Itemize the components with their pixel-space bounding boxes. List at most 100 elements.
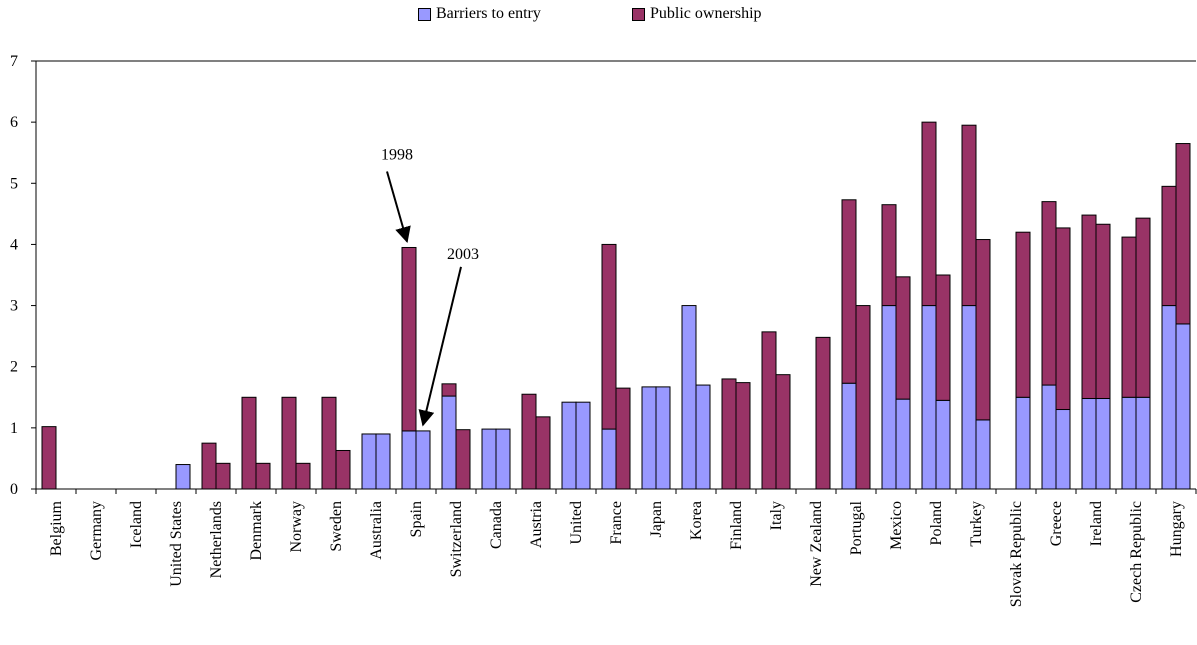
x-tick-label-netherlands: Netherlands [208, 501, 225, 578]
x-tick-label-germany: Germany [88, 501, 105, 561]
x-tick-label-new-zealand: New Zealand [808, 501, 825, 587]
x-tick-label-united: United [568, 501, 585, 545]
bar-barriers-1998-mexico [881, 305, 897, 490]
bar-barriers-2003-ireland [1095, 398, 1111, 490]
bar-public-1998-greece [1041, 201, 1057, 386]
x-tick-label-belgium: Belgium [48, 500, 65, 556]
y-tick-label: 1 [10, 420, 18, 437]
bar-public-2003-portugal [855, 305, 871, 490]
bar-barriers-1998-portugal [841, 382, 857, 490]
y-tick-label: 7 [10, 53, 18, 70]
bar-barriers-2003-australia [375, 433, 391, 490]
x-tick-label-turkey: Turkey [968, 501, 985, 547]
bar-barriers-1998-japan [641, 386, 657, 490]
legend-label-barriers: Barriers to entry [436, 5, 541, 22]
bar-public-1998-norway [281, 396, 297, 490]
legend-item-public: Public ownership [632, 5, 762, 23]
x-tick-label-czech-republic: Czech Republic [1128, 501, 1145, 603]
bar-public-2003-norway [295, 462, 311, 490]
bar-public-2003-ireland [1095, 223, 1111, 400]
x-tick-label-norway: Norway [288, 501, 305, 553]
bar-public-1998-sweden [321, 396, 337, 490]
x-tick-label-greece: Greece [1048, 501, 1065, 546]
y-tick-label: 6 [10, 114, 18, 131]
legend-item-barriers: Barriers to entry [418, 5, 541, 23]
bar-public-1998-poland [921, 121, 937, 307]
bar-public-1998-switzerland [441, 383, 457, 397]
x-tick-label-spain: Spain [408, 501, 425, 537]
bar-public-2003-netherlands [215, 462, 231, 490]
x-tick-label-korea: Korea [688, 501, 705, 540]
bar-public-1998-ireland [1081, 214, 1097, 400]
bar-public-1998-finland [721, 378, 737, 490]
x-tick-label-ireland: Ireland [1088, 501, 1105, 546]
bar-public-2003-new-zealand [815, 336, 831, 490]
bar-public-2003-poland [935, 274, 951, 401]
bar-barriers-2003-czech-republic [1135, 396, 1151, 490]
bar-public-2003-czech-republic [1135, 217, 1151, 398]
bar-barriers-1998-australia [361, 433, 377, 490]
bar-barriers-2003-canada [495, 428, 511, 490]
bar-public-1998-spain [401, 246, 417, 432]
legend: Barriers to entry Public ownership [0, 5, 1197, 27]
bar-barriers-1998-spain [401, 430, 417, 490]
bar-public-2003-denmark [255, 462, 271, 490]
bar-public-2003-france [615, 387, 631, 490]
bar-barriers-2003-slovak-republic [1015, 396, 1031, 490]
bar-public-1998-netherlands [201, 442, 217, 490]
bar-public-2003-greece [1055, 227, 1071, 411]
bar-barriers-1998-switzerland [441, 395, 457, 490]
bar-public-2003-italy [775, 374, 791, 490]
bar-public-2003-switzerland [455, 429, 471, 490]
bar-barriers-2003-greece [1055, 409, 1071, 490]
bar-barriers-1998-poland [921, 305, 937, 490]
x-tick-label-canada: Canada [488, 501, 505, 549]
bar-barriers-1998-turkey [961, 305, 977, 490]
bar-public-1998-mexico [881, 204, 897, 307]
bar-barriers-2003-united [575, 401, 591, 490]
y-tick-label: 0 [10, 481, 18, 498]
bar-public-1998-turkey [961, 124, 977, 307]
bar-barriers-2003-japan [655, 386, 671, 490]
annotation-label-2003: 2003 [447, 246, 479, 263]
bar-public-1998-france [601, 243, 617, 430]
bar-public-1998-italy [761, 331, 777, 490]
bar-barriers-1998-greece [1041, 384, 1057, 490]
bar-barriers-1998-korea [681, 305, 697, 490]
x-tick-label-austria: Austria [528, 501, 545, 548]
x-tick-label-hungary: Hungary [1168, 501, 1185, 557]
bar-public-1998-hungary [1161, 185, 1177, 307]
bar-barriers-1998-canada [481, 428, 497, 490]
bar-public-1998-czech-republic [1121, 236, 1137, 398]
bar-public-2003-slovak-republic [1015, 231, 1031, 398]
bar-public-2003-turkey [975, 239, 991, 421]
bar-barriers-2003-mexico [895, 398, 911, 490]
x-tick-label-switzerland: Switzerland [448, 501, 465, 577]
x-tick-label-iceland: Iceland [128, 501, 145, 548]
bar-barriers-2003-poland [935, 399, 951, 490]
x-tick-label-finland: Finland [728, 501, 745, 550]
bar-barriers-2003-korea [695, 384, 711, 490]
y-tick-label: 3 [10, 298, 18, 315]
x-tick-label-sweden: Sweden [328, 501, 345, 552]
bar-barriers-1998-united [561, 401, 577, 490]
y-tick-label: 2 [10, 359, 18, 376]
y-tick-label: 4 [10, 236, 18, 253]
bar-barriers-2003-spain [415, 430, 431, 490]
bar-public-2003-finland [735, 382, 751, 490]
legend-swatch-barriers [418, 7, 431, 21]
bar-barriers-1998-czech-republic [1121, 396, 1137, 490]
x-tick-label-slovak-republic: Slovak Republic [1008, 501, 1025, 607]
x-tick-label-italy: Italy [768, 501, 785, 530]
x-tick-label-mexico: Mexico [888, 501, 905, 550]
bar-public-2003-mexico [895, 276, 911, 400]
bar-barriers-2003-turkey [975, 419, 991, 490]
bar-barriers-1998-ireland [1081, 398, 1097, 490]
x-tick-label-denmark: Denmark [248, 501, 265, 561]
x-tick-label-australia: Australia [368, 501, 385, 560]
annotation-label-1998: 1998 [381, 146, 413, 163]
legend-label-public: Public ownership [650, 5, 762, 22]
x-tick-label-united-states: United States [168, 501, 185, 587]
bar-public-1998-austria [521, 393, 537, 490]
